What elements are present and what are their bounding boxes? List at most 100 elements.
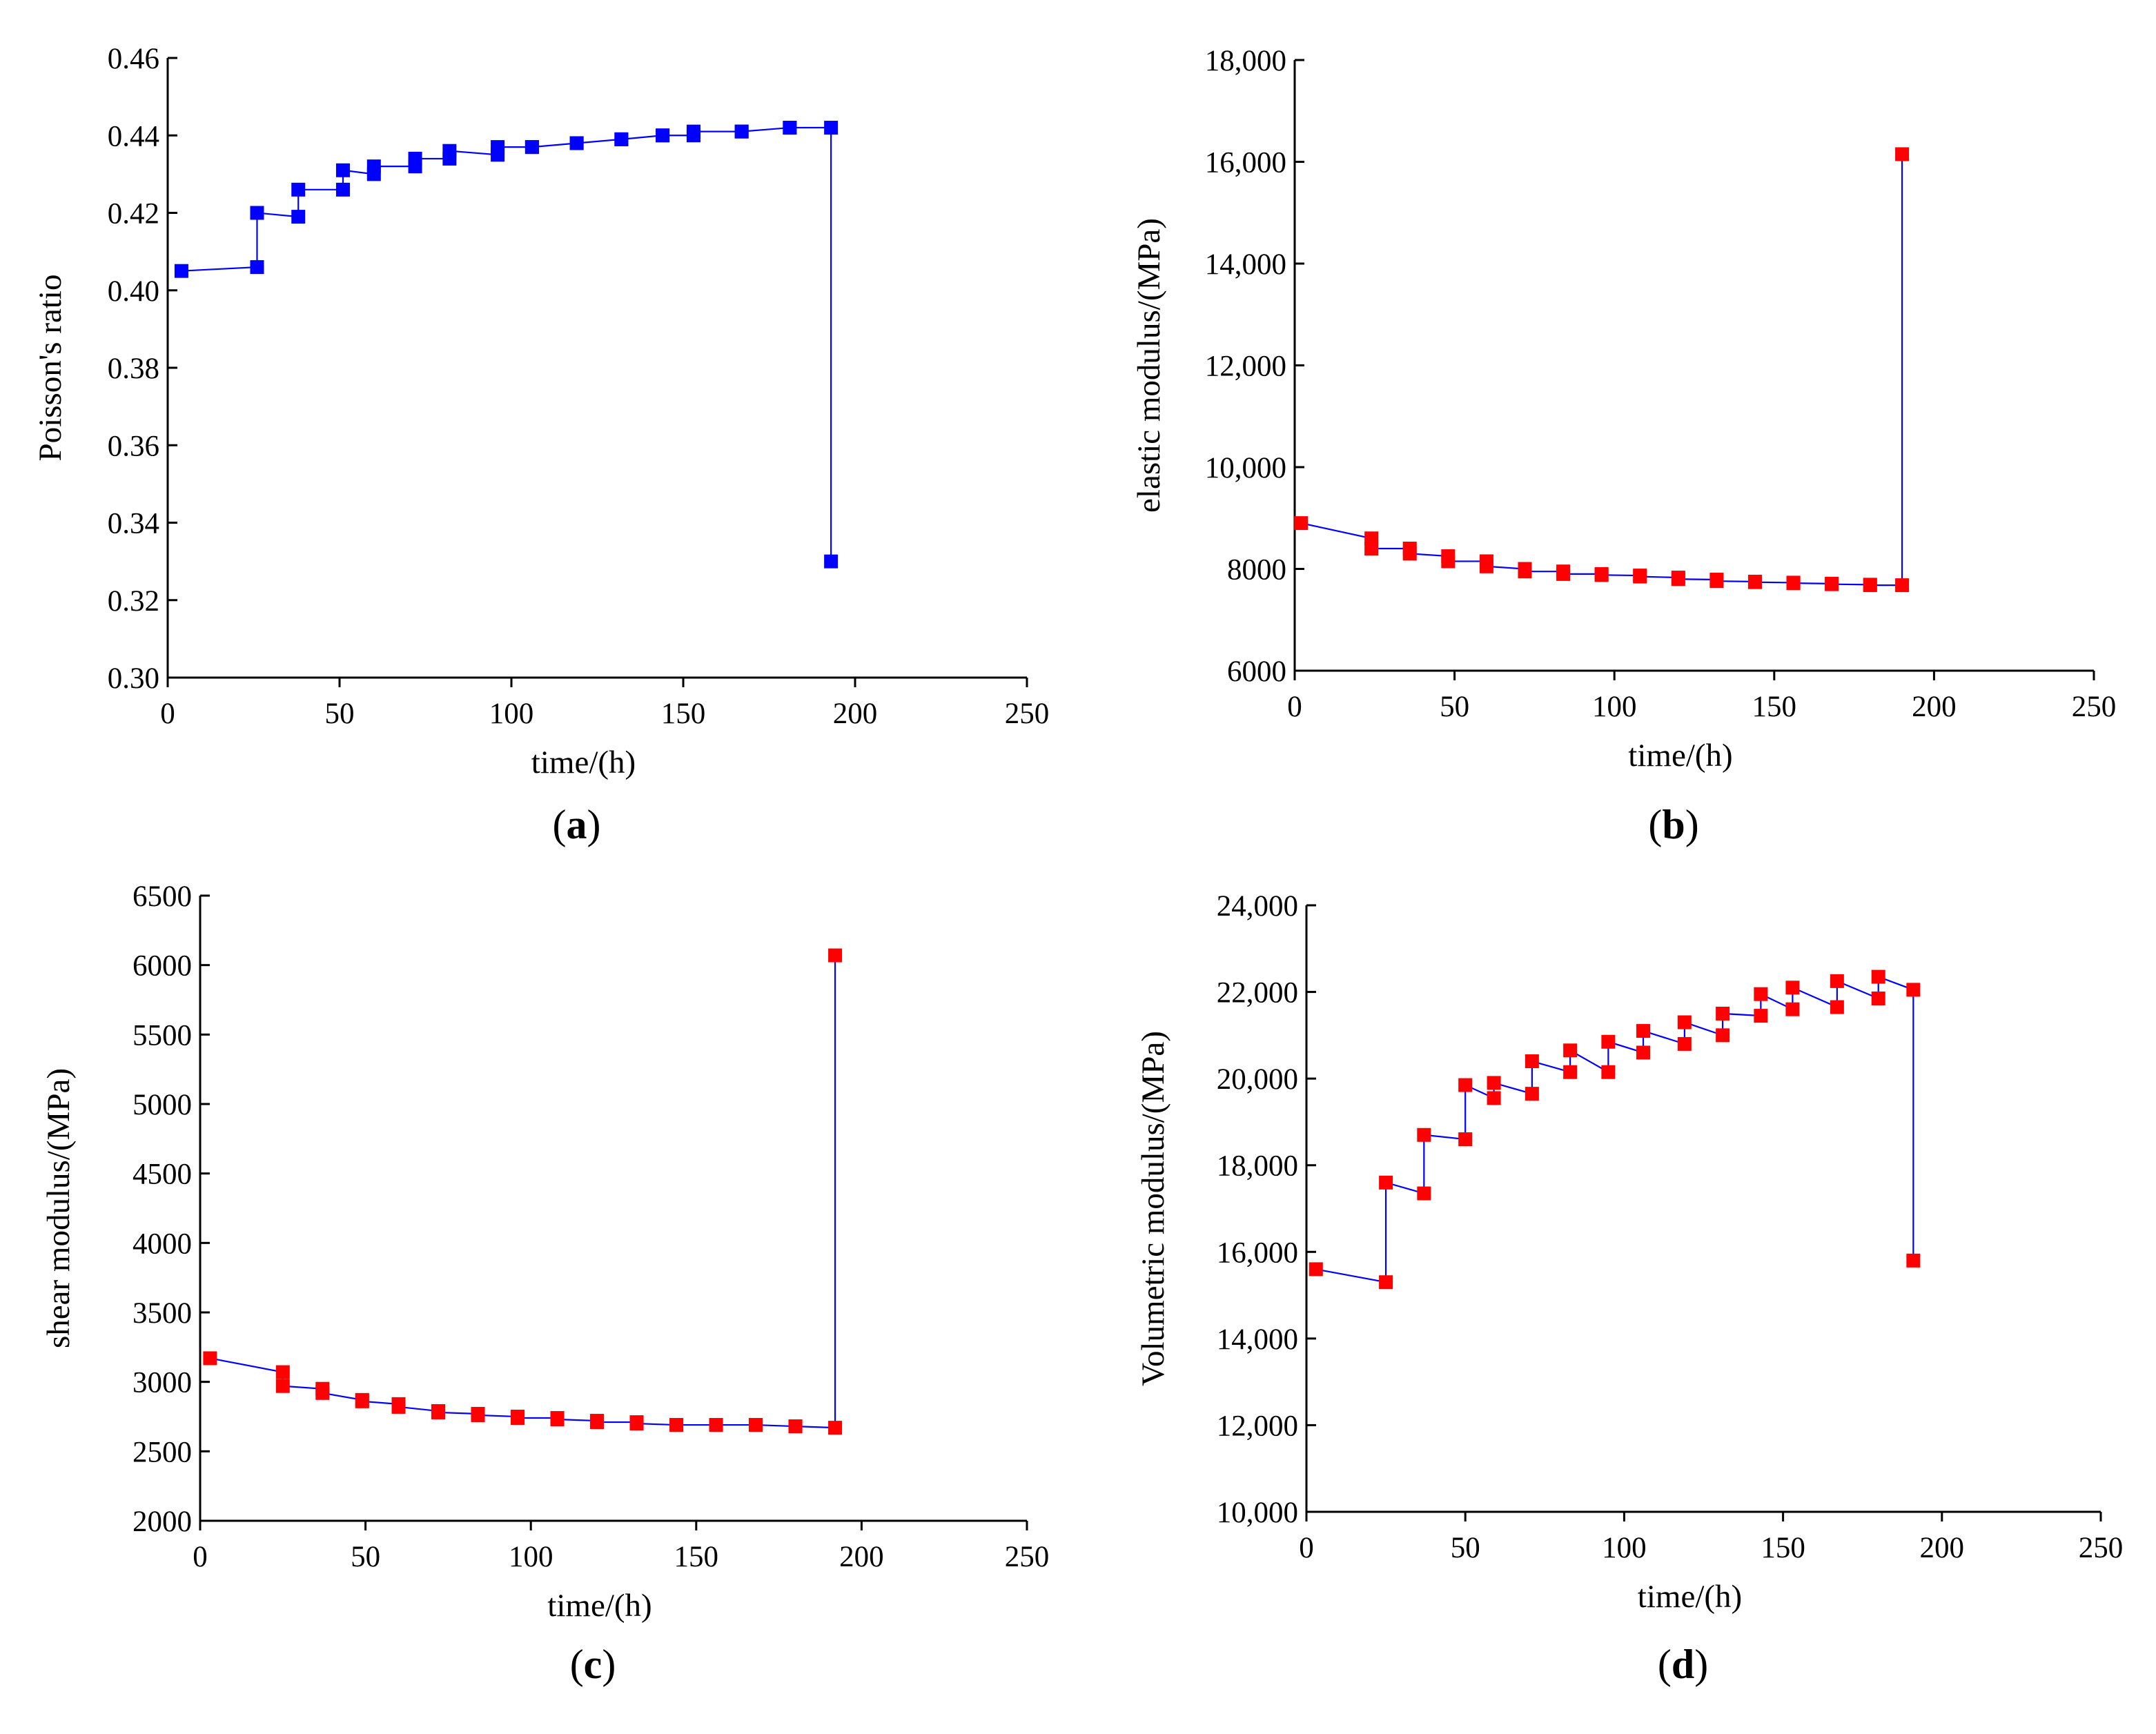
caption-open-paren: ( bbox=[1648, 802, 1662, 847]
x-tick-label: 100 bbox=[509, 1541, 553, 1573]
data-point-marker bbox=[355, 1394, 369, 1408]
data-point-marker bbox=[366, 159, 381, 174]
x-tick-label: 250 bbox=[1005, 1541, 1050, 1573]
data-point-marker bbox=[709, 1418, 723, 1432]
data-point-marker bbox=[471, 1408, 485, 1422]
data-point-marker bbox=[1364, 542, 1379, 555]
x-axis-title: time/(h) bbox=[1628, 738, 1732, 774]
data-point-marker bbox=[1458, 1078, 1473, 1092]
data-point-marker bbox=[1825, 577, 1839, 591]
data-point-marker bbox=[1518, 564, 1532, 579]
data-point-marker bbox=[1563, 1065, 1578, 1079]
caption-open-paren: ( bbox=[553, 802, 567, 847]
data-point-marker bbox=[1636, 1024, 1651, 1038]
y-tick-label: 0.42 bbox=[108, 198, 159, 230]
data-point-marker bbox=[629, 1417, 644, 1431]
y-tick-label: 10,000 bbox=[1217, 1497, 1298, 1529]
data-point-marker bbox=[749, 1418, 763, 1432]
y-tick-label: 0.44 bbox=[108, 120, 159, 152]
y-tick-label: 12,000 bbox=[1205, 351, 1286, 383]
y-tick-label: 22,000 bbox=[1217, 977, 1298, 1009]
x-tick-label: 150 bbox=[674, 1541, 719, 1573]
data-point-marker bbox=[1601, 1034, 1616, 1049]
data-point-marker bbox=[391, 1399, 406, 1414]
x-tick-label: 0 bbox=[193, 1541, 208, 1573]
data-point-marker bbox=[824, 554, 839, 569]
data-point-marker bbox=[525, 140, 539, 155]
data-point-marker bbox=[275, 1365, 290, 1379]
data-point-marker bbox=[1677, 1015, 1692, 1029]
data-point-marker bbox=[1863, 578, 1877, 593]
data-point-marker bbox=[1458, 1132, 1473, 1147]
x-tick-label: 0 bbox=[1287, 691, 1302, 723]
y-tick-label: 4000 bbox=[133, 1228, 192, 1260]
y-tick-label: 18,000 bbox=[1217, 1150, 1298, 1183]
y-tick-label: 16,000 bbox=[1205, 147, 1286, 179]
data-point-marker bbox=[569, 136, 584, 150]
data-point-marker bbox=[1294, 516, 1309, 531]
data-point-marker bbox=[1417, 1127, 1431, 1142]
data-point-marker bbox=[408, 151, 422, 166]
panel-caption: (c) bbox=[570, 1642, 616, 1687]
y-tick-label: 0.34 bbox=[108, 508, 159, 540]
data-point-marker bbox=[491, 140, 505, 155]
data-point-marker bbox=[1895, 147, 1910, 161]
y-tick-label: 10,000 bbox=[1205, 452, 1286, 484]
x-tick-label: 200 bbox=[1920, 1532, 1965, 1564]
data-point-marker bbox=[1487, 1076, 1501, 1090]
data-point-marker bbox=[734, 124, 749, 139]
panel-b-elastic-modulus-chart: 6000 8000 10,000 12,000 14,000 16,000 18,000 0 5… bbox=[1131, 45, 2116, 847]
data-point-marker bbox=[1379, 1275, 1393, 1290]
data-point-marker bbox=[1785, 981, 1800, 995]
x-tick-label: 150 bbox=[1761, 1532, 1805, 1564]
data-point-marker bbox=[1636, 1045, 1651, 1060]
y-tick-label: 0.30 bbox=[108, 662, 159, 695]
x-tick-label: 100 bbox=[1602, 1532, 1647, 1564]
x-tick-label: 150 bbox=[1752, 691, 1797, 723]
x-tick-label: 50 bbox=[1451, 1532, 1480, 1564]
panel-d-volumetric-modulus-chart: 10,000 12,000 14,000 16,000 18,000 20,000 22,0… bbox=[1135, 890, 2123, 1687]
y-tick-label: 0.38 bbox=[108, 353, 159, 385]
y-tick-label: 6500 bbox=[133, 880, 192, 913]
data-point-marker bbox=[1402, 546, 1417, 561]
y-tick-label: 14,000 bbox=[1205, 248, 1286, 281]
x-axis-title: time/(h) bbox=[1638, 1579, 1742, 1615]
data-point-marker bbox=[1906, 1253, 1921, 1268]
y-tick-label: 2500 bbox=[133, 1436, 192, 1468]
y-tick-label: 5500 bbox=[133, 1019, 192, 1052]
data-point-marker bbox=[511, 1411, 525, 1426]
y-tick-label: 14,000 bbox=[1217, 1323, 1298, 1356]
data-point-marker bbox=[1379, 1175, 1393, 1190]
panel-caption: (d) bbox=[1658, 1642, 1708, 1687]
data-point-marker bbox=[1525, 1087, 1539, 1101]
data-point-marker bbox=[291, 210, 306, 224]
y-tick-label: 0.40 bbox=[108, 275, 159, 308]
caption-letter: b bbox=[1662, 802, 1685, 847]
data-point-marker bbox=[828, 948, 843, 963]
data-point-marker bbox=[1871, 991, 1885, 1005]
data-point-marker bbox=[783, 121, 797, 135]
data-point-marker bbox=[1906, 983, 1921, 997]
data-point-marker bbox=[1716, 1006, 1730, 1021]
data-point-marker bbox=[275, 1379, 290, 1393]
panel-a-poisson-ratio-chart: 0.30 0.32 0.34 0.36 0.38 0.40 0.42 0.44 0.46 0 50 1… bbox=[32, 43, 1049, 847]
data-point-marker bbox=[550, 1412, 565, 1427]
data-point-marker bbox=[315, 1386, 330, 1400]
data-point-marker bbox=[1709, 574, 1724, 589]
y-tick-label: 5000 bbox=[133, 1089, 192, 1121]
y-tick-label: 6000 bbox=[1227, 656, 1286, 688]
data-point-marker bbox=[335, 182, 350, 197]
x-tick-label: 200 bbox=[833, 698, 878, 730]
y-axis-title: elastic modulus/(MPa) bbox=[1131, 218, 1167, 513]
y-tick-label: 18,000 bbox=[1205, 45, 1286, 77]
data-point-marker bbox=[1754, 1009, 1768, 1023]
x-tick-label: 50 bbox=[351, 1541, 380, 1573]
data-point-marker bbox=[1871, 969, 1885, 984]
caption-letter: d bbox=[1672, 1642, 1694, 1687]
data-point-marker bbox=[203, 1351, 217, 1366]
data-point-marker bbox=[1785, 1002, 1800, 1016]
data-point-marker bbox=[1417, 1186, 1431, 1201]
x-tick-label: 200 bbox=[1912, 691, 1957, 723]
data-point-marker bbox=[1479, 559, 1493, 573]
